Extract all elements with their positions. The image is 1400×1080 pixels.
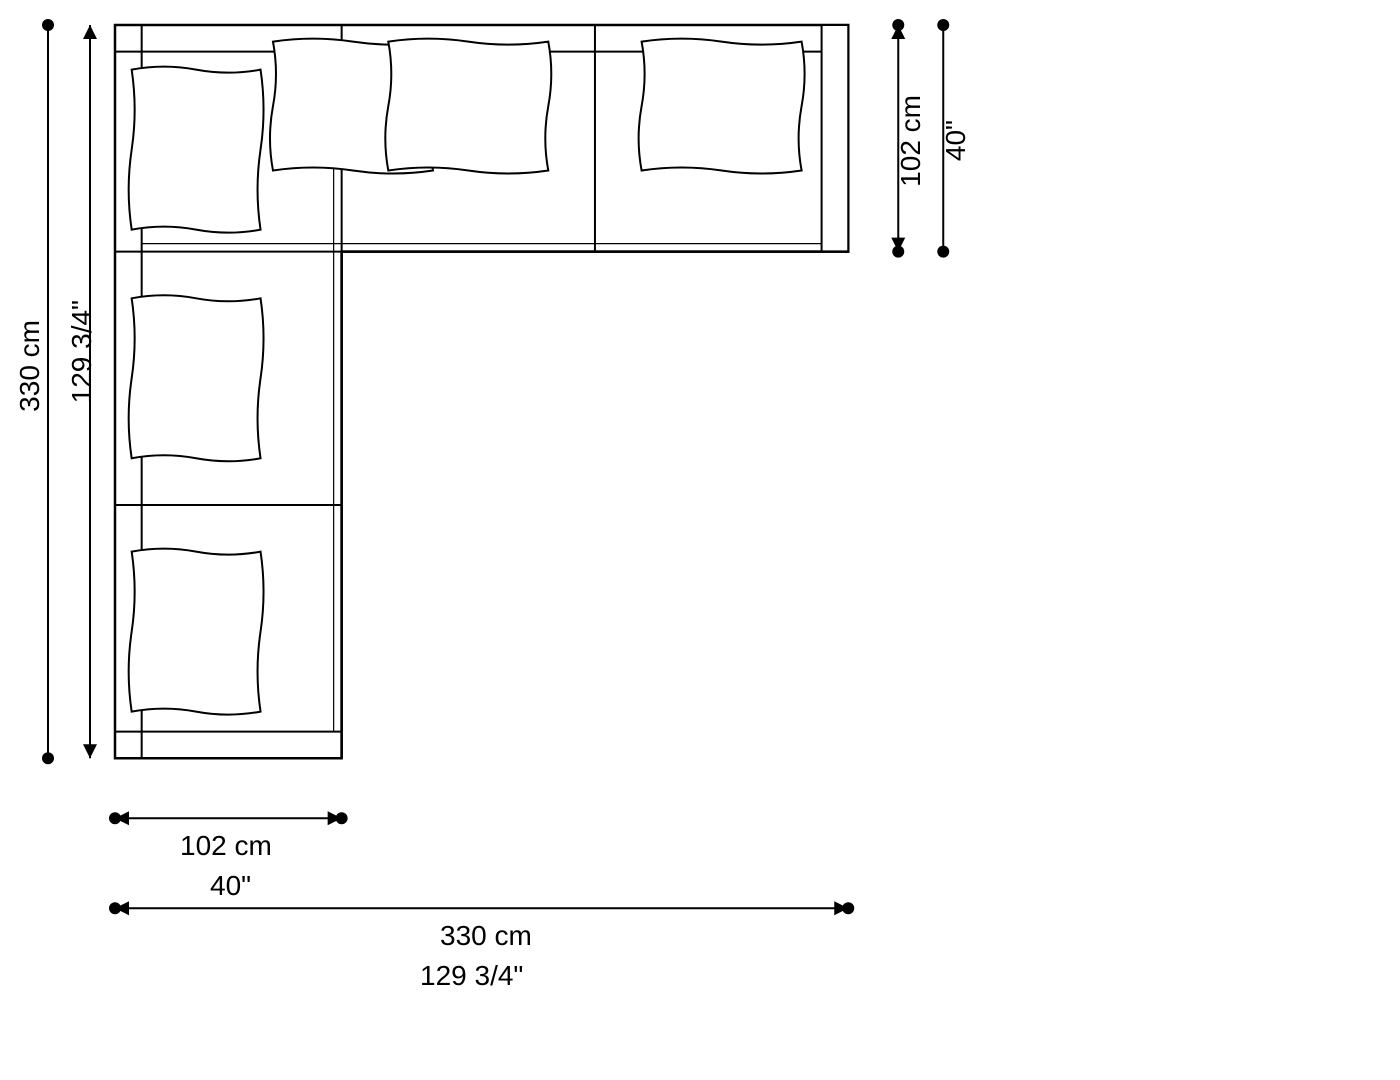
sofa-drawing (0, 0, 1400, 1080)
dim-right-short-in: 40" (940, 120, 972, 161)
dim-right-short-cm: 102 cm (895, 95, 927, 187)
dim-bottom-main-in: 129 3/4" (420, 960, 523, 992)
diagram-stage: 330 cm 129 3/4" 102 cm 40" 330 cm 129 3/… (0, 0, 1400, 1080)
dim-bottom-short-cm: 102 cm (180, 830, 272, 862)
dim-bottom-main-cm: 330 cm (440, 920, 532, 952)
dim-bottom-short-in: 40" (210, 870, 251, 902)
dim-left-outer-cm: 330 cm (14, 320, 46, 412)
dim-left-inner-in: 129 3/4" (66, 300, 98, 403)
